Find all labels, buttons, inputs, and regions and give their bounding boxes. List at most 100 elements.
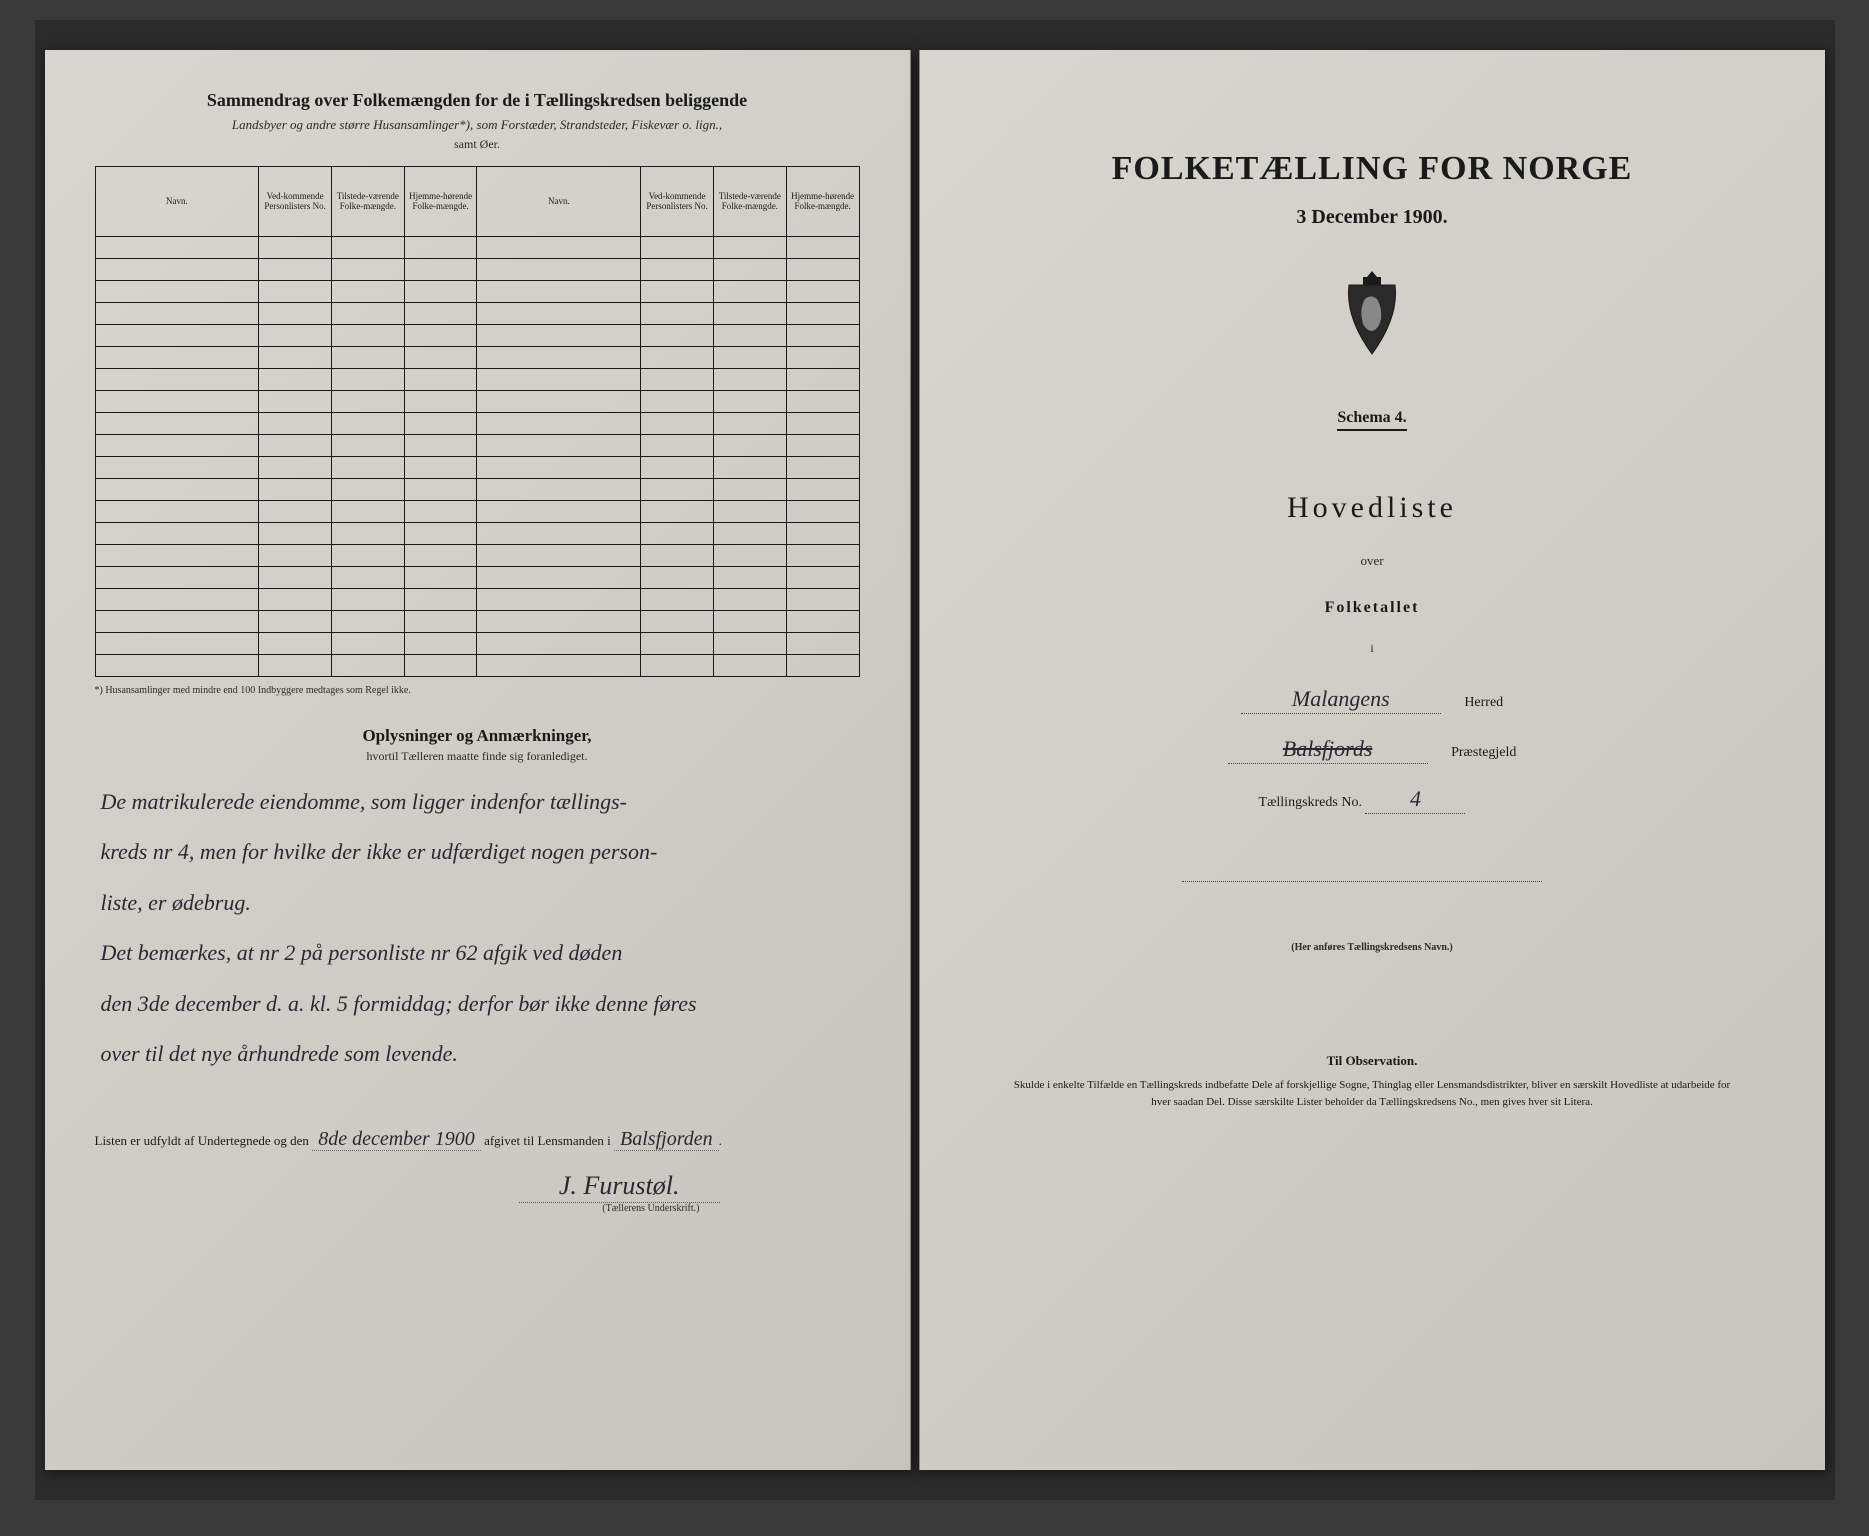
table-cell xyxy=(641,567,714,589)
table-cell xyxy=(95,237,259,259)
col-hjem-2: Hjemme-hørende Folke-mængde. xyxy=(786,167,859,237)
table-cell xyxy=(331,479,404,501)
table-cell xyxy=(404,391,477,413)
table-cell xyxy=(786,589,859,611)
table-cell xyxy=(713,325,786,347)
handwriting-line: liste, er ødebrug. xyxy=(101,879,854,927)
table-cell xyxy=(641,281,714,303)
table-row xyxy=(95,545,859,567)
summary-table: Navn. Ved-kommende Personlisters No. Til… xyxy=(95,166,860,677)
table-cell xyxy=(259,413,332,435)
table-row xyxy=(95,391,859,413)
handwriting-line: De matrikulerede eiendomme, som ligger i… xyxy=(101,778,854,826)
table-cell xyxy=(259,589,332,611)
col-hjem-1: Hjemme-hørende Folke-mængde. xyxy=(404,167,477,237)
table-row xyxy=(95,633,859,655)
herred-value: Malangens xyxy=(1241,686,1441,714)
signature-caption: (Tællerens Underskrift.) xyxy=(95,1203,860,1214)
i-label: i xyxy=(990,641,1755,656)
table-cell xyxy=(713,545,786,567)
table-cell xyxy=(713,457,786,479)
table-cell xyxy=(477,281,641,303)
table-row xyxy=(95,303,859,325)
table-cell xyxy=(786,545,859,567)
praest-value: Balsfjords xyxy=(1228,736,1428,764)
table-cell xyxy=(786,281,859,303)
table-cell xyxy=(641,303,714,325)
coat-of-arms-icon xyxy=(1337,269,1407,359)
schema-wrap: Schema 4. xyxy=(990,409,1755,431)
col-vedk-2: Ved-kommende Personlisters No. xyxy=(641,167,714,237)
table-cell xyxy=(95,413,259,435)
kreds-name-line xyxy=(990,854,1755,882)
table-cell xyxy=(95,369,259,391)
table-cell xyxy=(477,655,641,677)
table-cell xyxy=(641,501,714,523)
notes-title: Oplysninger og Anmærkninger, xyxy=(95,726,860,746)
table-cell xyxy=(404,479,477,501)
table-cell xyxy=(713,303,786,325)
handwriting-line: den 3de december d. a. kl. 5 formiddag; … xyxy=(101,980,854,1028)
left-title: Sammendrag over Folkemængden for de i Tæ… xyxy=(95,90,860,111)
table-cell xyxy=(259,435,332,457)
table-cell xyxy=(786,369,859,391)
table-cell xyxy=(331,281,404,303)
table-cell xyxy=(713,589,786,611)
table-cell xyxy=(713,435,786,457)
table-cell xyxy=(95,523,259,545)
col-vedk-1: Ved-kommende Personlisters No. xyxy=(259,167,332,237)
table-cell xyxy=(259,611,332,633)
table-row xyxy=(95,567,859,589)
table-cell xyxy=(786,325,859,347)
table-cell xyxy=(713,633,786,655)
submission-place: Balsfjorden xyxy=(614,1128,719,1151)
table-cell xyxy=(331,413,404,435)
over-label: over xyxy=(990,553,1755,569)
table-cell xyxy=(713,237,786,259)
table-cell xyxy=(404,655,477,677)
table-cell xyxy=(95,633,259,655)
table-cell xyxy=(404,435,477,457)
table-cell xyxy=(786,435,859,457)
table-cell xyxy=(259,633,332,655)
table-row xyxy=(95,435,859,457)
table-cell xyxy=(331,611,404,633)
table-row xyxy=(95,589,859,611)
table-cell xyxy=(404,633,477,655)
table-cell xyxy=(259,369,332,391)
herred-line: Malangens Herred xyxy=(990,686,1755,714)
table-row xyxy=(95,259,859,281)
table-cell xyxy=(259,545,332,567)
table-cell xyxy=(641,347,714,369)
table-cell xyxy=(331,523,404,545)
table-row xyxy=(95,501,859,523)
table-cell xyxy=(331,567,404,589)
table-cell xyxy=(641,413,714,435)
table-cell xyxy=(477,325,641,347)
table-cell xyxy=(641,369,714,391)
table-cell xyxy=(477,303,641,325)
submission-date: 8de december 1900 xyxy=(312,1128,481,1151)
table-cell xyxy=(95,391,259,413)
col-tilst-1: Tilstede-værende Folke-mængde. xyxy=(331,167,404,237)
table-cell xyxy=(331,303,404,325)
table-cell xyxy=(641,259,714,281)
table-cell xyxy=(331,391,404,413)
table-row xyxy=(95,369,859,391)
table-cell xyxy=(95,259,259,281)
table-cell xyxy=(713,259,786,281)
table-cell xyxy=(95,655,259,677)
kreds-value: 4 xyxy=(1365,786,1465,814)
right-page: FOLKETÆLLING FOR NORGE 3 December 1900. … xyxy=(919,50,1825,1470)
table-cell xyxy=(331,655,404,677)
table-cell xyxy=(259,501,332,523)
table-cell xyxy=(477,369,641,391)
table-cell xyxy=(331,259,404,281)
table-cell xyxy=(95,545,259,567)
table-cell xyxy=(259,281,332,303)
table-cell xyxy=(95,567,259,589)
table-cell xyxy=(477,479,641,501)
table-cell xyxy=(641,589,714,611)
table-cell xyxy=(95,303,259,325)
table-cell xyxy=(713,413,786,435)
